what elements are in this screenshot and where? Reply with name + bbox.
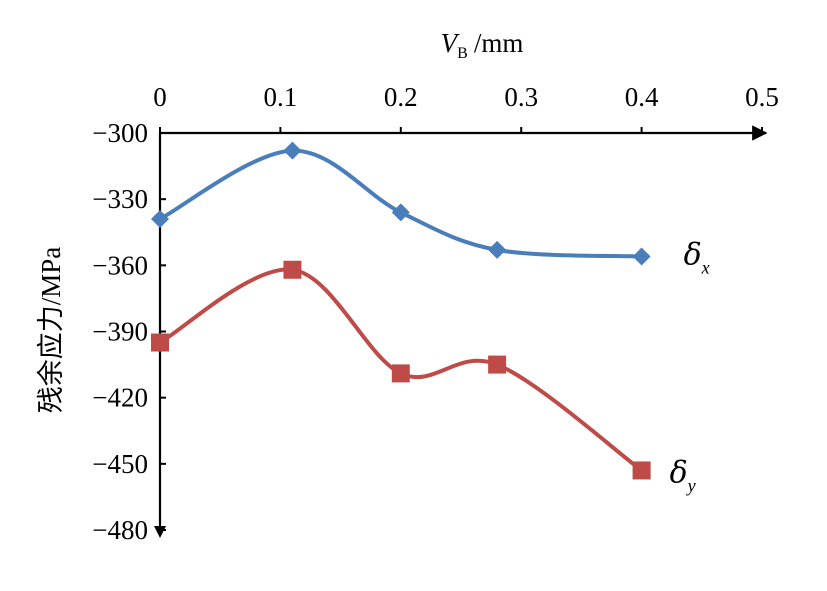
data-point-y xyxy=(391,364,410,383)
series-label-y: δy xyxy=(670,455,696,495)
series-x: δx xyxy=(151,141,710,278)
y-axis-title: 残余应力/MPa xyxy=(36,247,66,414)
x-tick-label: 0.1 xyxy=(264,82,298,112)
data-point-x xyxy=(151,210,169,229)
y-tick-label: −300 xyxy=(92,118,148,148)
y-axis-arrow xyxy=(154,526,166,538)
series-label-subscript: x xyxy=(701,258,710,278)
series-label-x: δx xyxy=(684,238,710,278)
data-point-y xyxy=(632,461,651,480)
x-axis-title-unit: /mm xyxy=(474,28,524,58)
y-tick-label: −360 xyxy=(92,250,148,280)
series-label-subscript: y xyxy=(686,475,696,495)
data-point-y xyxy=(151,333,169,352)
x-tick-label: 0.2 xyxy=(384,82,418,112)
x-tick-label: 0.3 xyxy=(504,82,538,112)
x-axis-title-sub: B xyxy=(457,45,468,62)
series-label-symbol: δ xyxy=(670,455,688,490)
data-point-x xyxy=(632,247,651,266)
x-tick-label: 0.4 xyxy=(625,82,659,112)
x-tick-label: 0 xyxy=(153,82,167,112)
x-tick-labels: 0 0.1 0.2 0.3 0.4 0.5 xyxy=(153,82,779,133)
x-axis-title-var: V xyxy=(441,28,461,58)
y-tick-labels: −300 −330 −360 −390 −420 −450 −480 xyxy=(92,118,166,545)
data-point-x xyxy=(283,141,302,160)
y-tick-label: −420 xyxy=(92,383,148,413)
data-point-x xyxy=(391,203,410,222)
y-tick-label: −330 xyxy=(92,184,148,214)
data-point-x xyxy=(488,240,507,259)
series-label-symbol: δ xyxy=(684,238,702,273)
series-y: δy xyxy=(151,260,696,495)
data-point-y xyxy=(488,355,507,374)
data-point-y xyxy=(283,260,302,279)
y-tick-label: −450 xyxy=(92,449,148,479)
x-axis-title: VB/mm xyxy=(441,28,524,62)
y-tick-label: −480 xyxy=(92,515,148,545)
y-tick-label: −390 xyxy=(92,317,148,347)
x-tick-label: 0.5 xyxy=(745,82,779,112)
